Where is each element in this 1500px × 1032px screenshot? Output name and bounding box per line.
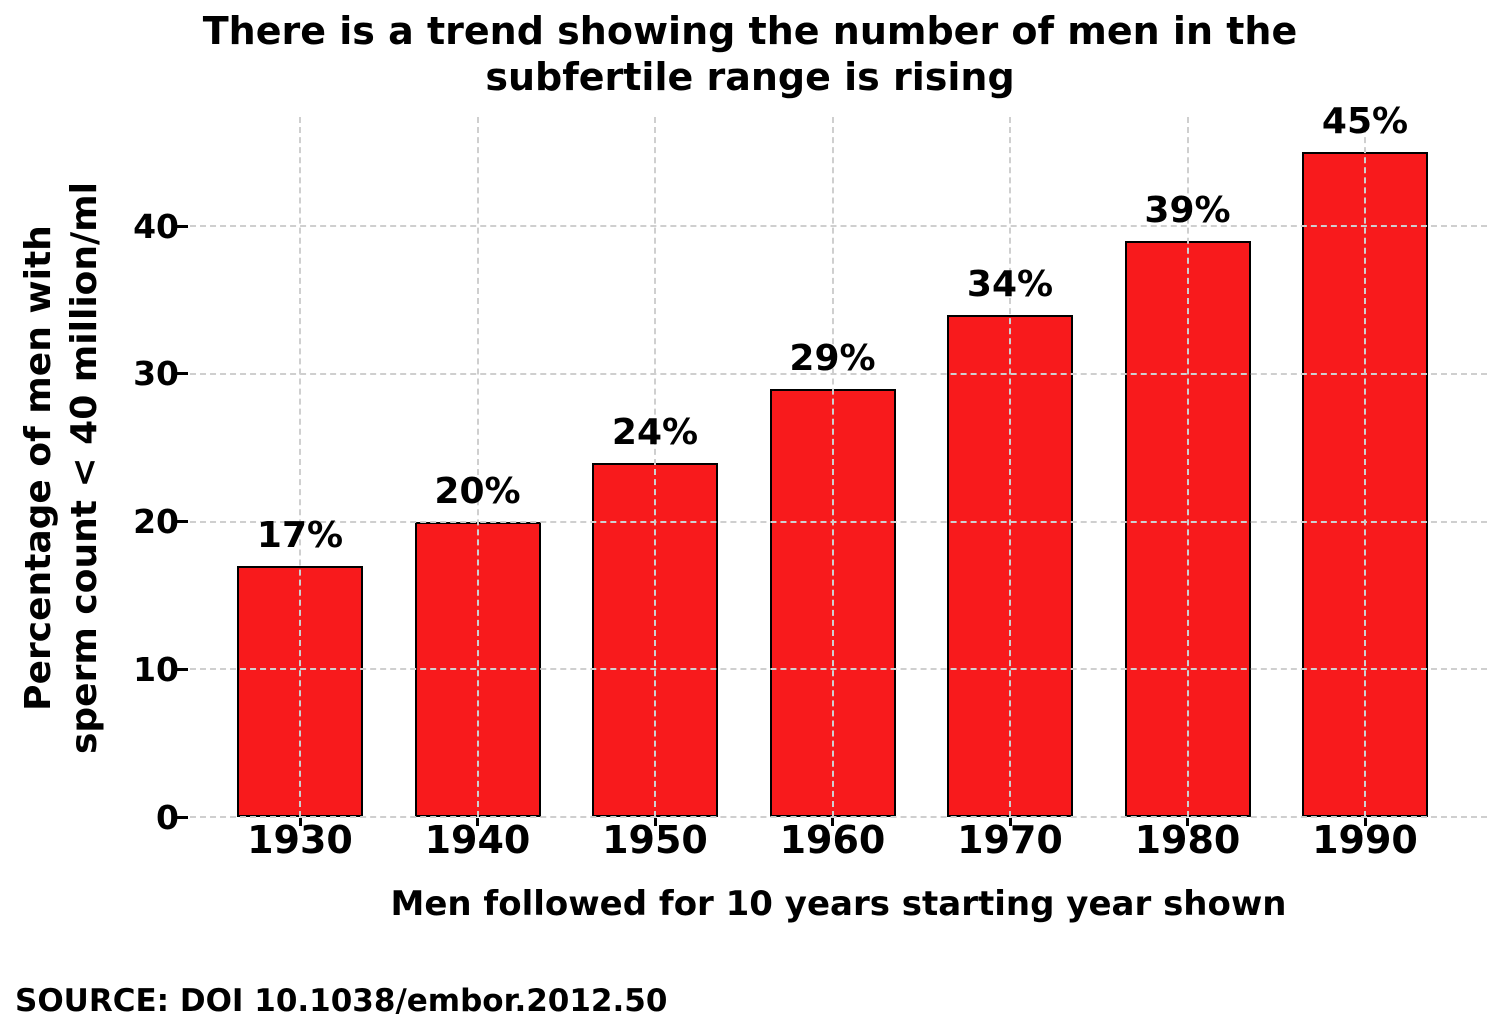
bar-value-label: 24% bbox=[611, 411, 699, 453]
x-tick-label: 1940 bbox=[424, 818, 531, 862]
gridline-h bbox=[190, 668, 1487, 671]
gridline-h bbox=[190, 372, 1487, 375]
x-tick-mark bbox=[1363, 818, 1367, 826]
gridline-v bbox=[1186, 117, 1189, 817]
y-tick-mark bbox=[176, 815, 188, 819]
bar-value-label: 45% bbox=[1321, 101, 1409, 143]
y-tick-label: 30 bbox=[133, 354, 179, 394]
x-tick-label: 1980 bbox=[1134, 818, 1241, 862]
gridline-h bbox=[190, 225, 1487, 228]
y-tick-mark bbox=[176, 372, 188, 376]
bar-value-label: 39% bbox=[1144, 190, 1231, 232]
x-tick-label: 1930 bbox=[247, 818, 353, 862]
x-tick-mark bbox=[831, 818, 834, 826]
x-tick-mark bbox=[1186, 818, 1189, 826]
y-tick-label: 10 bbox=[133, 649, 179, 689]
gridline-v bbox=[654, 117, 656, 817]
gridline-h bbox=[190, 816, 1487, 818]
y-tick-mark bbox=[176, 667, 188, 671]
bar-value-label: 20% bbox=[434, 470, 521, 512]
y-tick-label: 40 bbox=[133, 206, 179, 246]
x-tick-label: 1990 bbox=[1312, 818, 1418, 862]
x-tick-label: 1960 bbox=[779, 818, 886, 862]
y-tick-label: 20 bbox=[133, 502, 179, 542]
gridline-v bbox=[476, 117, 479, 817]
gridline-v bbox=[299, 117, 301, 817]
gridline-h bbox=[190, 520, 1487, 523]
y-tick-mark bbox=[176, 224, 188, 228]
chart-title: There is a trend showing the number of m… bbox=[202, 9, 1298, 99]
bar-value-label: 17% bbox=[256, 514, 344, 556]
source-note: SOURCE: DOI 10.1038/embor.2012.50 bbox=[15, 983, 668, 1019]
x-tick-mark bbox=[298, 818, 302, 826]
gridline-v bbox=[1364, 117, 1366, 817]
x-tick-mark bbox=[476, 818, 479, 826]
x-tick-mark bbox=[653, 818, 657, 826]
plot-area: 17% 20% 24% 29% 34% 39% 45% bbox=[176, 104, 1487, 826]
x-tick-label: 1950 bbox=[602, 818, 708, 862]
x-tick-label: 1970 bbox=[957, 818, 1063, 862]
y-tick-mark bbox=[176, 520, 188, 524]
gridline-v bbox=[1009, 117, 1011, 817]
bar-value-label: 29% bbox=[789, 337, 876, 379]
x-axis-label: Men followed for 10 years starting year … bbox=[390, 884, 1287, 924]
gridline-v bbox=[831, 117, 834, 817]
y-tick-label: 0 bbox=[156, 797, 179, 837]
x-tick-mark bbox=[1008, 818, 1012, 826]
bar-value-label: 34% bbox=[966, 263, 1054, 305]
